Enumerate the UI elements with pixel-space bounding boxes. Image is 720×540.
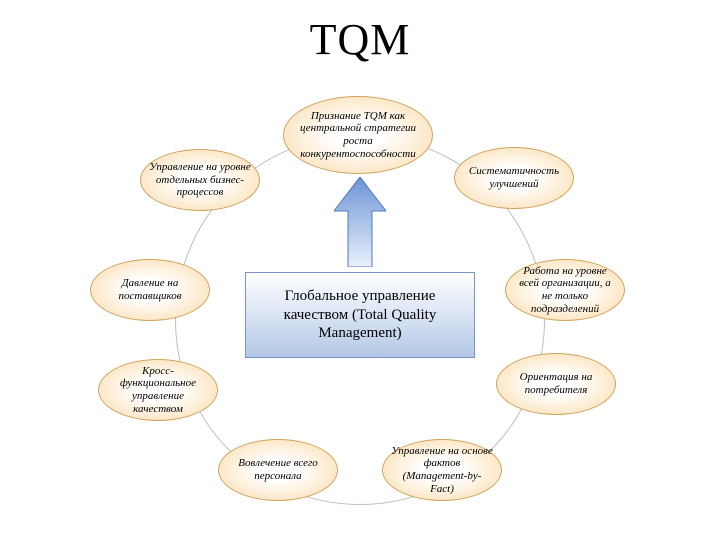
node-label: Вовлечение всего персонала	[227, 457, 329, 482]
node-n5: Управление на основе фактов (Management-…	[382, 439, 502, 501]
node-n9: Управление на уровне отдельных бизнес-пр…	[140, 149, 260, 211]
node-label: Управление на основе фактов (Management-…	[391, 445, 493, 496]
node-n7: Кросс-функциональное управление качество…	[98, 359, 218, 421]
node-label: Управление на уровне отдельных бизнес-пр…	[149, 161, 251, 199]
node-label: Систематичность улучшений	[463, 165, 565, 190]
center-arrow	[334, 177, 386, 267]
center-box-text: Глобальное управление качеством (Total Q…	[256, 287, 464, 343]
node-label: Работа на уровне всей организации, а не …	[514, 265, 616, 316]
node-label: Давление на поставщиков	[99, 277, 201, 302]
node-n2: Систематичность улучшений	[454, 147, 574, 209]
slide-title: TQM	[0, 14, 720, 65]
node-n4: Ориентация на потребителя	[496, 353, 616, 415]
node-n8: Давление на поставщиков	[90, 259, 210, 321]
node-n6: Вовлечение всего персонала	[218, 439, 338, 501]
node-n1: Признание TQM как центральной стратегии …	[283, 96, 433, 174]
node-label: Ориентация на потребителя	[505, 371, 607, 396]
node-n3: Работа на уровне всей организации, а не …	[505, 259, 625, 321]
node-label: Кросс-функциональное управление качество…	[107, 365, 209, 416]
node-label: Признание TQM как центральной стратегии …	[292, 110, 424, 161]
center-box: Глобальное управление качеством (Total Q…	[245, 272, 475, 358]
slide: { "title": "TQM", "ring": { "cx": 360, "…	[0, 0, 720, 540]
